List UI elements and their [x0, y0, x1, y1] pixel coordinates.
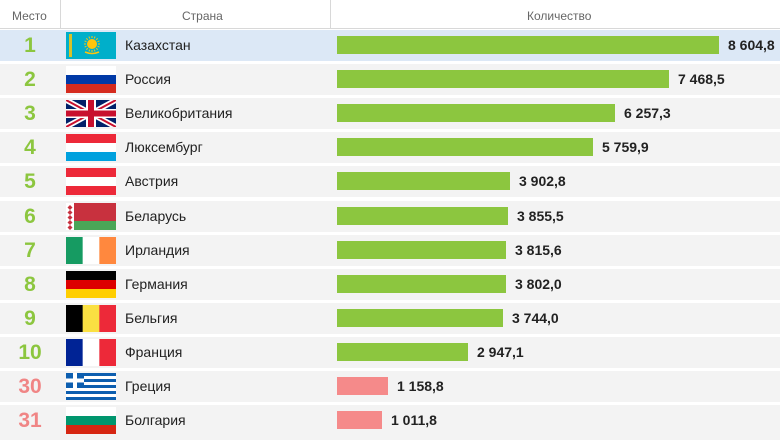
- value-bar: [337, 104, 615, 123]
- value-label: 1 158,8: [397, 378, 444, 394]
- table-row[interactable]: 31 Болгария 1 011,8: [0, 405, 780, 437]
- country-name: Казахстан: [125, 37, 191, 53]
- table-header: Место Страна Количество: [0, 0, 780, 29]
- value-label: 6 257,3: [624, 105, 671, 122]
- greece-flag: [66, 373, 116, 400]
- table-row[interactable]: 6 Беларусь 3 855,5: [0, 200, 780, 232]
- table-row[interactable]: 5 Австрия 3 902,8: [0, 166, 780, 198]
- table-row[interactable]: 7 Ирландия 3 815,6: [0, 234, 780, 266]
- country-name: Болгария: [125, 412, 186, 429]
- value-bar: [337, 411, 382, 430]
- country-name: Беларусь: [125, 207, 187, 224]
- rank-number: 4: [24, 136, 36, 160]
- value-bar: [337, 206, 508, 225]
- country-name: Бельгия: [125, 309, 178, 326]
- rank-number: 8: [24, 272, 36, 296]
- value-label: 2 947,1: [477, 343, 524, 360]
- table-row: [0, 436, 780, 440]
- country-name: Австрия: [125, 173, 179, 190]
- value-label: 1 011,8: [391, 412, 437, 429]
- france-flag: [66, 338, 116, 366]
- value-label: 3 802,0: [515, 275, 562, 292]
- country-name: Великобритания: [125, 105, 233, 122]
- value-label: 8 604,8: [728, 37, 775, 53]
- country-name: Люксембург: [125, 139, 203, 156]
- value-label: 5 759,9: [602, 139, 649, 156]
- table-row[interactable]: 9 Бельгия 3 744,0: [0, 302, 780, 334]
- russia-flag: [66, 66, 116, 94]
- value-bar: [337, 70, 669, 89]
- table-row[interactable]: 2 Россия 7 468,5: [0, 64, 780, 96]
- table-row[interactable]: 1 Казахстан 8 604,8: [0, 30, 780, 61]
- rank-number: 2: [24, 68, 36, 92]
- value-label: 3 902,8: [519, 173, 566, 190]
- luxembourg-flag: [66, 134, 116, 162]
- value-bar: [337, 377, 388, 395]
- value-label: 7 468,5: [678, 71, 725, 88]
- rank-number: 31: [18, 409, 42, 433]
- rank-number: 6: [24, 204, 36, 228]
- value-bar: [337, 138, 593, 157]
- column-divider: [60, 0, 61, 28]
- value-bar: [337, 274, 506, 293]
- value-bar: [337, 240, 506, 259]
- table-row[interactable]: 30 Греция 1 158,8: [0, 371, 780, 402]
- kazakhstan-flag: [66, 32, 116, 59]
- country-name: Франция: [125, 343, 183, 360]
- value-column-header[interactable]: Количество: [527, 9, 592, 23]
- belarus-flag: [66, 202, 116, 230]
- table-row[interactable]: 8 Германия 3 802,0: [0, 268, 780, 300]
- rank-number: 1: [24, 34, 36, 57]
- column-divider: [330, 0, 331, 28]
- country-name: Греция: [125, 378, 171, 394]
- country-name: Германия: [125, 275, 188, 292]
- rank-number: 30: [18, 375, 42, 398]
- rank-number: 7: [24, 238, 36, 262]
- value-bar: [337, 172, 510, 191]
- country-column-header[interactable]: Страна: [182, 9, 223, 23]
- value-bar: [337, 308, 503, 327]
- value-label: 3 815,6: [515, 241, 562, 258]
- value-label: 3 744,0: [512, 309, 559, 326]
- rank-number: 5: [24, 170, 36, 194]
- germany-flag: [66, 270, 116, 298]
- value-bar: [337, 36, 719, 54]
- rank-number: 3: [24, 102, 36, 126]
- rank-number: 9: [24, 306, 36, 330]
- table-row[interactable]: 3 Великобритания 6 257,3: [0, 98, 780, 130]
- table-row[interactable]: 10 Франция 2 947,1: [0, 336, 780, 368]
- value-bar: [337, 342, 468, 361]
- country-name: Ирландия: [125, 241, 190, 258]
- bulgaria-flag: [66, 407, 116, 435]
- rank-column-header[interactable]: Место: [12, 9, 47, 23]
- austria-flag: [66, 168, 116, 196]
- ireland-flag: [66, 236, 116, 264]
- value-label: 3 855,5: [517, 207, 564, 224]
- belgium-flag: [66, 304, 116, 332]
- rank-number: 10: [18, 340, 42, 364]
- table-row[interactable]: 4 Люксембург 5 759,9: [0, 132, 780, 164]
- country-name: Россия: [125, 71, 171, 88]
- uk-flag: [66, 100, 116, 128]
